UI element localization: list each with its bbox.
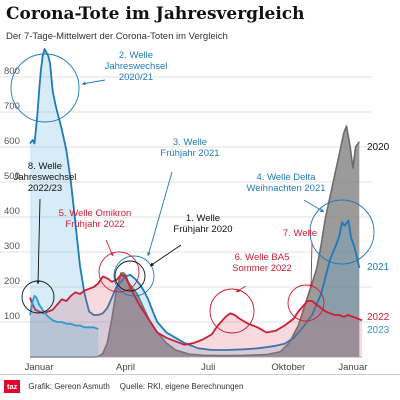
x-tick-label: Oktober: [271, 362, 305, 373]
y-tick-label: 200: [4, 276, 20, 287]
series-end-label: 2021: [367, 262, 390, 273]
y-tick-label: 800: [4, 66, 20, 77]
series-end-label: 2023: [367, 325, 390, 336]
highlight-circle: [287, 284, 325, 322]
highlight-circle: [10, 53, 80, 123]
series-end-label: 2020: [367, 142, 390, 153]
series-2021-line: [29, 48, 361, 351]
annotation-line: 5. Welle Omikron: [59, 208, 132, 219]
x-tick-label: Januar: [338, 362, 367, 373]
annotation-label: 2. Welle Jahreswechsel 2020/21: [105, 50, 168, 83]
highlight-circles: [10, 53, 375, 334]
footer-divider: [0, 374, 400, 375]
annotation-label: 7. Welle: [283, 228, 317, 239]
series-2021-area: [30, 49, 360, 357]
taz-logo: taz: [4, 379, 21, 393]
series-2022-area: [30, 274, 362, 357]
end-labels: 2020 2021 2022 2023: [367, 142, 390, 336]
chart-subtitle: Der 7-Tage-Mittelwert der Corona-Toten i…: [6, 31, 228, 42]
footer-source: Quelle: RKI, eigene Berechnungen: [119, 381, 244, 391]
series-end-label: 2022: [367, 312, 390, 323]
y-axis: 100 200 300 400 500 600 700 800: [4, 66, 20, 322]
annotation-line: Sommer 2022: [232, 263, 292, 274]
y-tick-label: 700: [4, 101, 20, 112]
highlight-circle: [209, 288, 255, 334]
annotation-label: 6. Welle BA5 Sommer 2022: [232, 252, 292, 274]
annotation-arrowhead: [236, 288, 240, 292]
annotation-arrow: [37, 198, 41, 285]
highlight-circle: [113, 255, 155, 297]
highlight-circle: [309, 199, 375, 265]
annotation-line: 3. Welle: [173, 137, 207, 148]
series-layer: [29, 48, 363, 358]
highlight-circle: [98, 251, 140, 293]
annotation-line: 2022/23: [28, 183, 62, 194]
annotation-arrowhead: [36, 280, 40, 284]
y-tick-label: 600: [4, 136, 20, 147]
annotation-line: 6. Welle BA5: [235, 252, 290, 263]
y-tick-label: 400: [4, 206, 20, 217]
y-tick-label: 500: [4, 171, 20, 182]
annotation-arrowhead: [309, 284, 313, 288]
annotation-arrow: [81, 79, 106, 85]
annotation-arrowhead: [109, 252, 114, 256]
annotation-arrowhead: [147, 252, 151, 256]
x-tick-label: April: [116, 362, 135, 373]
x-axis: Januar April Juli Oktober Januar: [25, 356, 367, 373]
annotation-line: 8. Welle: [28, 161, 62, 172]
annotation-arrow: [303, 199, 325, 213]
annotation-arrow: [147, 171, 173, 257]
highlight-circle: [114, 260, 146, 292]
annotation-line: Frühjahr 2021: [160, 148, 219, 159]
annotation-line: Frühjahr 2020: [173, 224, 232, 235]
annotation-line: Frühjahr 2022: [65, 219, 124, 230]
annotation-line: Weihnachten 2021: [246, 183, 325, 194]
annotation-label: 3. Welle Frühjahr 2021: [160, 137, 219, 159]
annotation-arrow: [149, 244, 182, 267]
annotation-label: 8. Welle Jahreswechsel 2022/23: [14, 161, 77, 194]
annotation-line: Jahreswechsel: [14, 172, 77, 183]
y-tick-label: 300: [4, 241, 20, 252]
annotation-arrowhead: [320, 208, 324, 212]
annotation-line: 7. Welle: [283, 228, 317, 239]
annotation-arrowhead: [150, 262, 154, 266]
series-2023-line: [29, 294, 99, 330]
annotation-label: 5. Welle Omikron Frühjahr 2022: [59, 208, 132, 230]
annotation-line: 2020/21: [119, 72, 153, 83]
annotation-line: 2. Welle: [119, 50, 153, 61]
annotation-line: 4. Welle Delta: [257, 172, 317, 183]
series-2022-line: [29, 273, 363, 346]
footer: taz Grafik: Gereon Asmuth Quelle: RKI, e…: [4, 379, 243, 393]
x-tick-label: Juli: [201, 362, 215, 373]
annotation-arrowhead: [82, 81, 86, 86]
annotation-label: 1. Welle Frühjahr 2020: [173, 213, 232, 235]
annotation-arrow: [310, 241, 313, 289]
y-tick-label: 100: [4, 311, 20, 322]
footer-credit: Grafik: Gereon Asmuth: [28, 381, 110, 391]
annotation-label: 4. Welle Delta Weihnachten 2021: [246, 172, 325, 194]
series-2023-area: [30, 295, 99, 357]
series-2020-area: [30, 126, 360, 357]
annotations: 2. Welle Jahreswechsel 2020/213. Welle Früh…: [14, 50, 326, 293]
chart-title: Corona-Tote im Jahresvergleich: [6, 4, 305, 24]
annotation-line: 1. Welle: [186, 213, 220, 224]
x-tick-label: Januar: [25, 362, 54, 373]
annotation-line: Jahreswechsel: [105, 61, 168, 72]
